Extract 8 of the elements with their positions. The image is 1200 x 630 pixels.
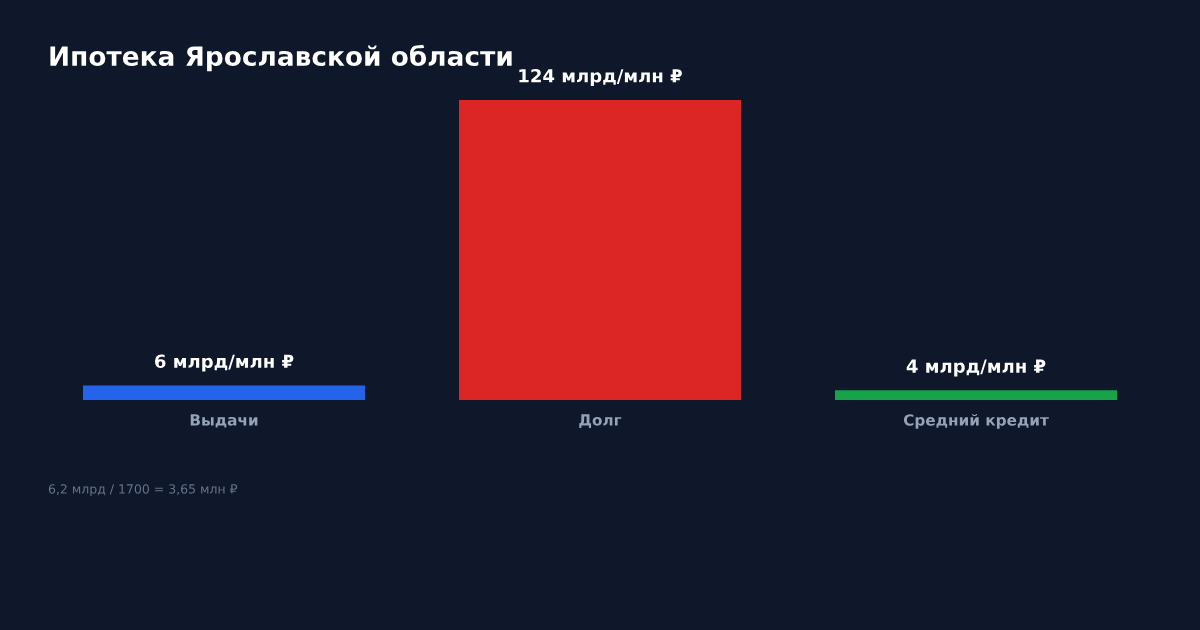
data-label: 124 млрд/млн ₽ [519, 68, 682, 87]
x-tick-label: Средний кредит [903, 413, 1049, 429]
text: 6,2 млрд / 1700 = 3,65 млн ₽ [48, 484, 238, 497]
x-tick-label: Долг [579, 414, 622, 428]
x-tick-label: Выдачи [190, 414, 258, 428]
chart-title: Ипотека Ярославской области [50, 44, 512, 72]
data-label: 6 млрд/млн ₽ [155, 354, 294, 372]
data-label: 4 млрд/млн ₽ [906, 359, 1046, 377]
